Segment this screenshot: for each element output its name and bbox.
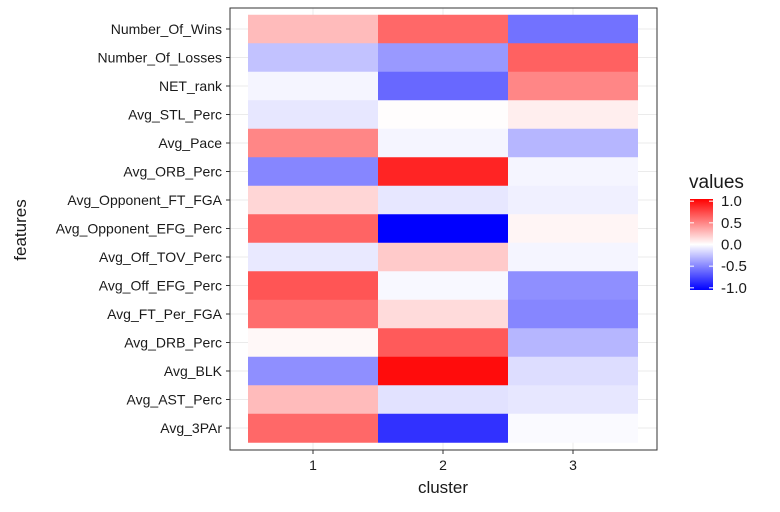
- y-tick-label: Number_Of_Losses: [97, 50, 222, 66]
- y-tick-label: Number_Of_Wins: [111, 21, 222, 37]
- heatmap-cell: [248, 356, 378, 386]
- legend-ticks: 1.0 0.5 0.0 -0.5 -1.0: [690, 193, 747, 297]
- x-tick-label: 2: [439, 457, 447, 473]
- y-tick-label: Avg_DRB_Perc: [124, 335, 222, 351]
- heatmap-cell: [508, 71, 638, 101]
- y-tick-label: Avg_Off_TOV_Perc: [99, 249, 222, 265]
- legend-tick-label: -1.0: [721, 280, 747, 297]
- legend-tick-label: 0.5: [721, 215, 742, 232]
- heatmap-cell: [248, 242, 378, 272]
- heatmap-cell: [378, 214, 508, 244]
- y-axis-ticks: Number_Of_Wins Number_Of_Losses NET_rank Av…: [56, 21, 230, 436]
- x-axis-ticks: 1 2 3: [309, 450, 577, 473]
- heatmap-cell: [248, 14, 378, 44]
- y-tick-label: NET_rank: [159, 78, 223, 94]
- y-tick-label: Avg_Opponent_FT_FGA: [67, 192, 222, 208]
- x-tick-label: 1: [309, 457, 317, 473]
- heatmap-cell: [378, 385, 508, 415]
- heatmap-cell: [508, 413, 638, 443]
- heatmap-cell: [248, 185, 378, 215]
- y-tick-label: Avg_Opponent_EFG_Perc: [56, 221, 222, 237]
- y-axis-label: features: [11, 199, 30, 260]
- y-tick-label: Avg_BLK: [164, 363, 223, 379]
- x-axis-label: cluster: [418, 478, 468, 497]
- heatmap-cell: [248, 43, 378, 73]
- heatmap-cell: [378, 185, 508, 215]
- heatmap-cell: [378, 100, 508, 130]
- legend-tick-label: 0.0: [721, 237, 742, 254]
- heatmap-cell: [248, 71, 378, 101]
- heatmap-cell: [378, 43, 508, 73]
- heatmap-cell: [508, 128, 638, 158]
- heatmap-cell: [248, 413, 378, 443]
- heatmap-cell: [508, 14, 638, 44]
- heatmap-cell: [508, 271, 638, 301]
- legend-color-bar: [690, 199, 713, 290]
- y-tick-label: Avg_3PAr: [160, 420, 222, 436]
- y-tick-label: Avg_Off_EFG_Perc: [99, 278, 222, 294]
- heatmap-cell: [508, 242, 638, 272]
- heatmap-cell: [378, 157, 508, 187]
- heatmap-cell: [508, 356, 638, 386]
- heatmap-cell: [248, 299, 378, 329]
- heatmap-cell: [508, 185, 638, 215]
- heatmap-cell: [248, 328, 378, 358]
- heatmap-cell: [508, 328, 638, 358]
- y-tick-label: Avg_AST_Perc: [127, 392, 222, 408]
- heatmap-cell: [378, 356, 508, 386]
- heatmap-cell: [508, 157, 638, 187]
- y-tick-label: Avg_Pace: [158, 135, 222, 151]
- heatmap-cells: [248, 14, 638, 443]
- y-tick-label: Avg_STL_Perc: [128, 107, 222, 123]
- heatmap-cell: [508, 100, 638, 130]
- x-tick-label: 3: [569, 457, 577, 473]
- heatmap-cell: [248, 157, 378, 187]
- heatmap-cell: [508, 43, 638, 73]
- legend-tick-label: -0.5: [721, 258, 747, 275]
- heatmap-cell: [508, 385, 638, 415]
- y-tick-label: Avg_ORB_Perc: [123, 164, 222, 180]
- heatmap-cell: [378, 413, 508, 443]
- heatmap-cell: [248, 214, 378, 244]
- heatmap-cell: [378, 299, 508, 329]
- heatmap-cell: [508, 214, 638, 244]
- heatmap-cell: [248, 385, 378, 415]
- heatmap-cell: [508, 299, 638, 329]
- heatmap-cell: [378, 271, 508, 301]
- heatmap-cell: [248, 128, 378, 158]
- heatmap-cell: [248, 100, 378, 130]
- legend-title: values: [689, 172, 744, 193]
- heatmap-cell: [378, 14, 508, 44]
- heatmap-cell: [378, 242, 508, 272]
- heatmap-cell: [378, 71, 508, 101]
- legend-tick-label: 1.0: [721, 193, 742, 210]
- y-tick-label: Avg_FT_Per_FGA: [107, 306, 223, 322]
- heatmap-cell: [248, 271, 378, 301]
- heatmap-cell: [378, 328, 508, 358]
- color-legend: values 1.0 0.5 0.0 -0.5 -1.0: [689, 172, 747, 297]
- heatmap-cell: [378, 128, 508, 158]
